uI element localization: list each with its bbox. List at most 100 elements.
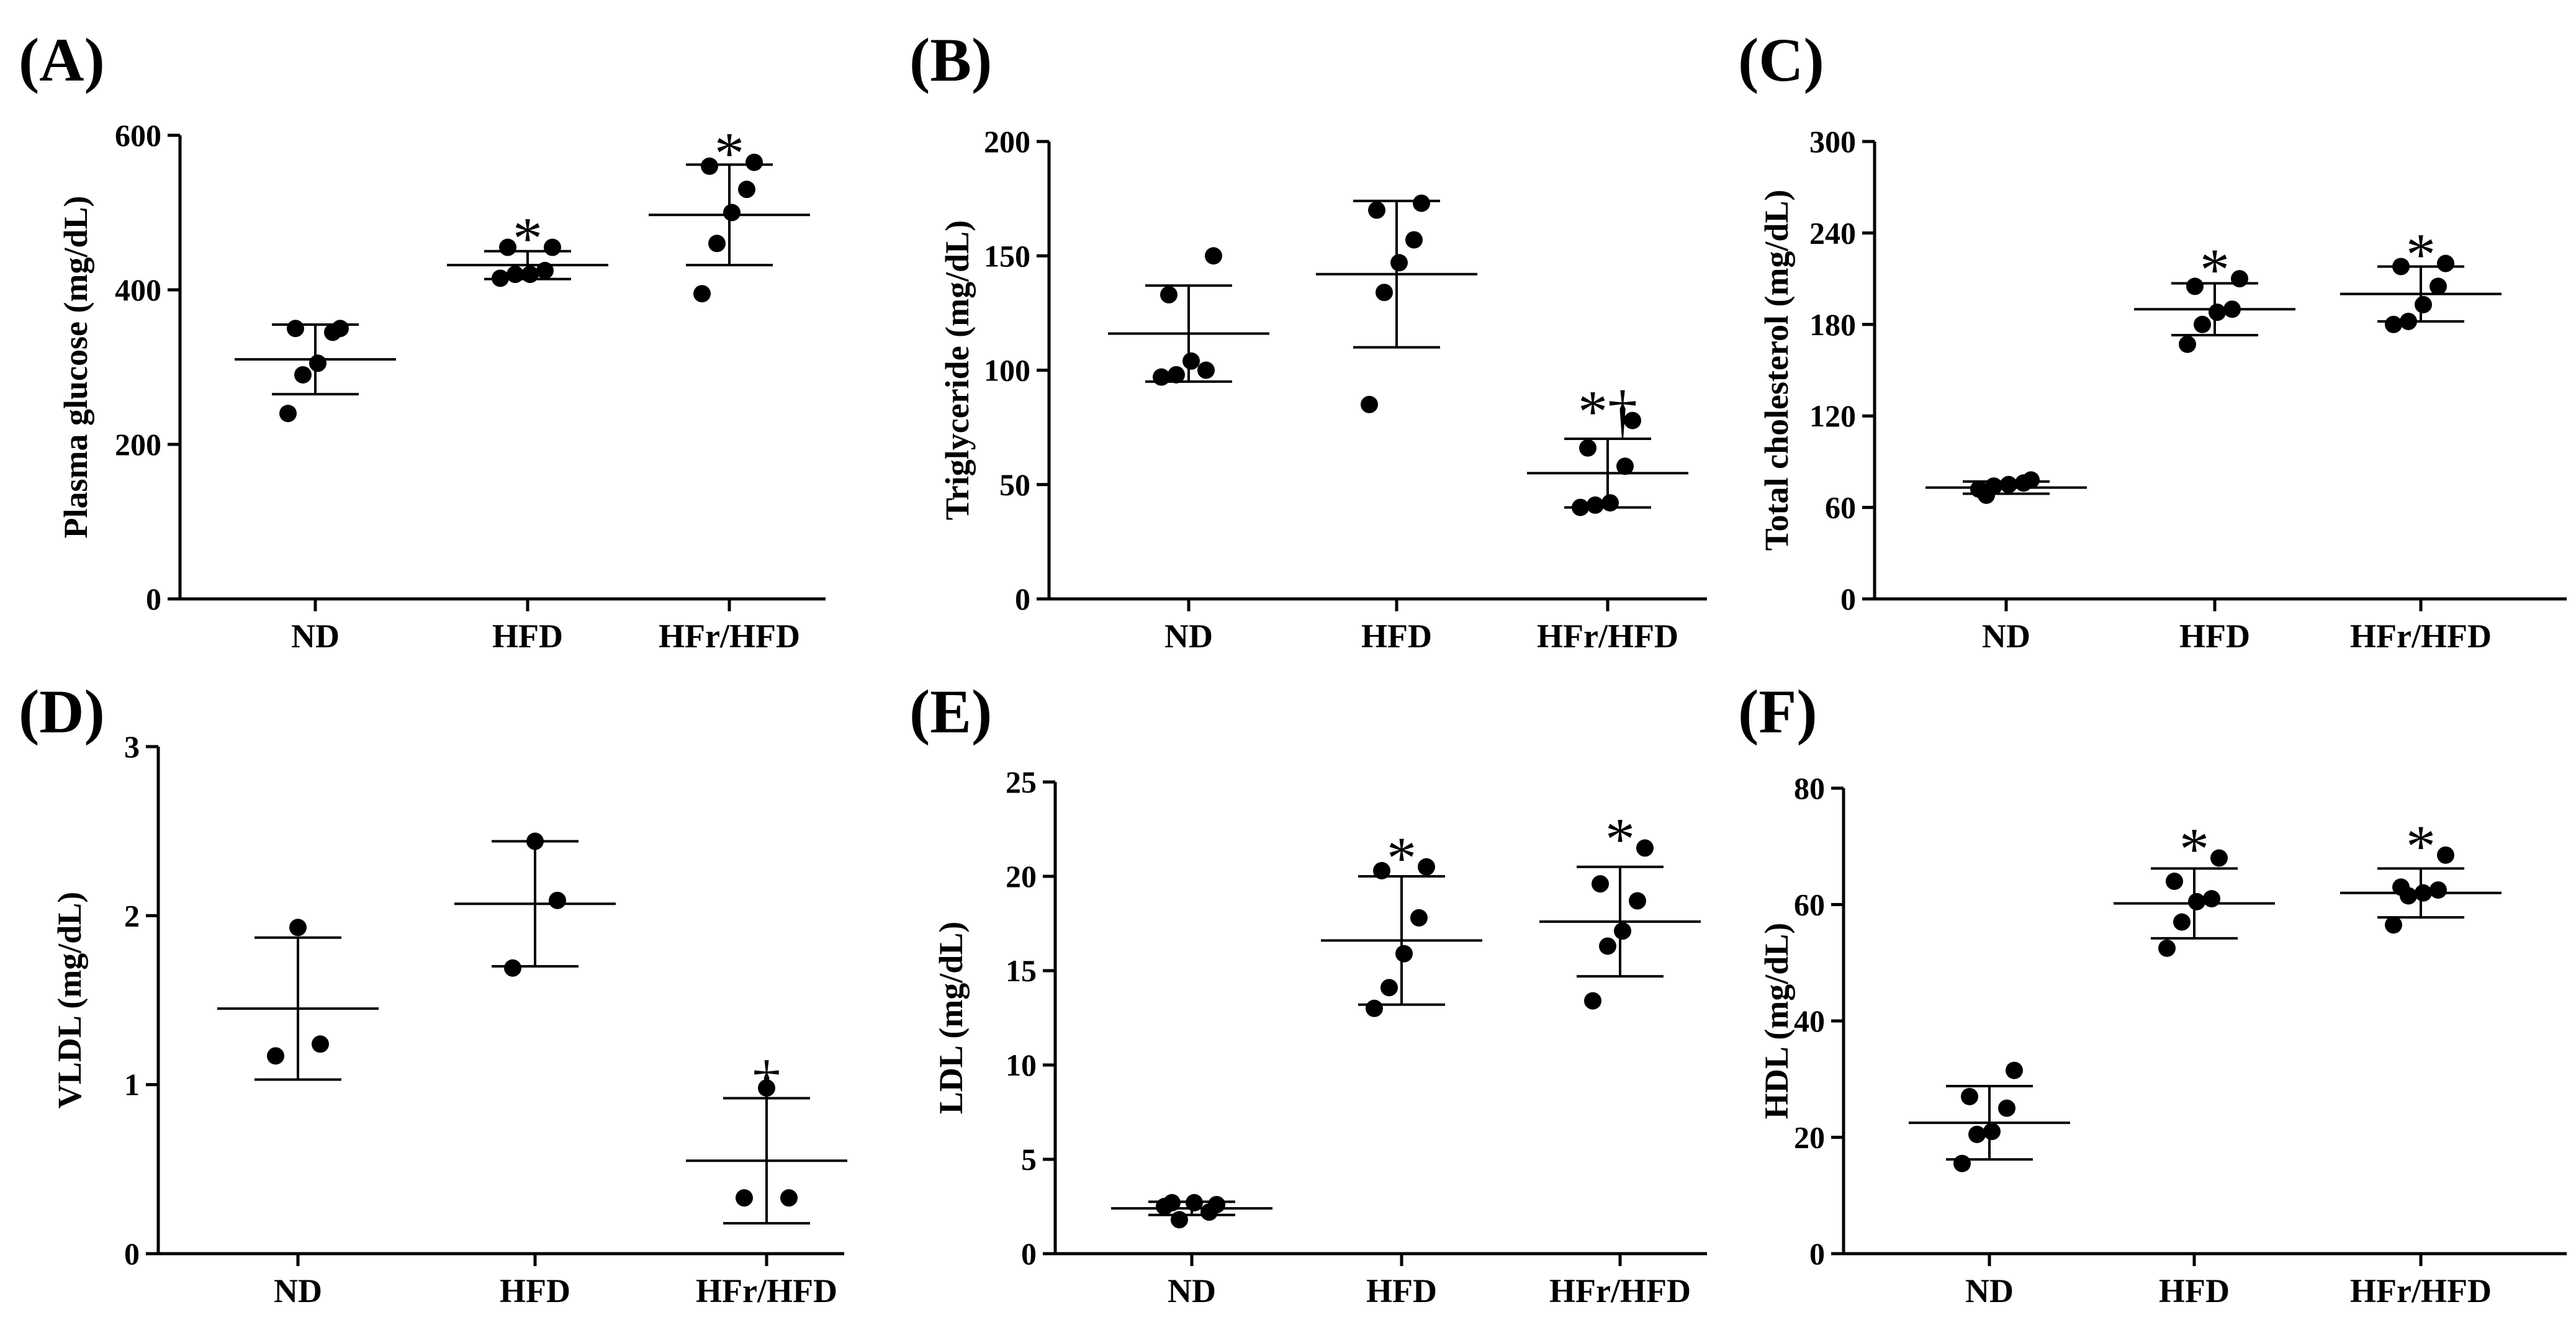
x-category-label: HFD [500, 1272, 570, 1310]
data-point [1395, 945, 1413, 963]
y-tick-label: 5 [1021, 1142, 1037, 1177]
x-category-label: HFr/HFD [2350, 1272, 2492, 1310]
data-point [1205, 247, 1222, 265]
y-tick-label: 300 [1809, 124, 1856, 159]
y-tick-label: 0 [146, 582, 161, 616]
y-tick-label: 60 [1825, 490, 1856, 525]
data-point [1579, 439, 1596, 457]
data-point [2415, 884, 2432, 902]
data-point [2209, 303, 2226, 321]
x-category-label: HFr/HFD [696, 1272, 837, 1310]
y-axis-title: LDL (mg/dL) [932, 922, 970, 1115]
x-category-label: ND [274, 1272, 322, 1310]
data-point [1572, 498, 1589, 516]
y-tick-label: 20 [1794, 1120, 1825, 1155]
data-point [2006, 1061, 2023, 1079]
data-point [745, 153, 763, 171]
data-point [504, 959, 521, 977]
data-point [2188, 892, 2205, 910]
y-tick-label: 400 [115, 272, 161, 307]
panel-label: (B) [909, 25, 992, 94]
x-category-label: HFD [1361, 618, 1432, 655]
data-point [526, 832, 544, 850]
data-point [2158, 939, 2176, 957]
y-tick-label: 100 [984, 353, 1030, 388]
y-tick-label: 600 [115, 118, 161, 153]
data-point [1405, 231, 1423, 249]
y-tick-label: 0 [124, 1236, 140, 1271]
significance-marker: † [753, 1050, 781, 1112]
panel-a: (A) Plasma glucose (mg/dL) 0 200 400 600 ND HFD… [19, 25, 826, 655]
data-point [1978, 486, 1995, 504]
y-tick-label: 200 [984, 124, 1030, 159]
y-tick-label: 1 [124, 1067, 140, 1102]
significance-marker: * [1605, 806, 1635, 872]
data-point [1171, 1211, 1188, 1229]
data-point [499, 238, 516, 256]
data-point [1168, 366, 1185, 384]
data-point [1366, 999, 1383, 1017]
data-point [2223, 300, 2241, 318]
data-point [1983, 1123, 2001, 1141]
y-axis-title: Plasma glucose (mg/dL) [57, 196, 94, 539]
significance-marker: * [1387, 825, 1416, 891]
panel-d: (D) VLDL (mg/dL) 0 1 2 3 ND HFD HFr/HFD † [19, 677, 847, 1310]
data-point [1390, 254, 1408, 272]
x-category-label: ND [1965, 1272, 2014, 1310]
y-tick-label: 3 [124, 729, 140, 764]
data-point [1197, 361, 1215, 379]
data-point [2437, 846, 2454, 864]
data-point [723, 204, 741, 222]
y-tick-label: 240 [1809, 215, 1856, 250]
data-point [1953, 1154, 1971, 1172]
data-point [2392, 258, 2410, 276]
data-point [2210, 849, 2228, 867]
data-point [2194, 315, 2211, 333]
data-point [507, 266, 524, 284]
data-point [701, 157, 718, 175]
data-point [1601, 494, 1619, 512]
data-point [1968, 1125, 1986, 1143]
data-point [1629, 892, 1646, 910]
data-point [758, 1079, 775, 1097]
data-point [289, 919, 307, 937]
data-point [1584, 992, 1601, 1010]
data-point [1373, 861, 1390, 879]
data-point [1182, 352, 1200, 370]
data-point [2430, 277, 2447, 295]
data-point [287, 320, 304, 338]
x-category-label: ND [1168, 1272, 1216, 1310]
data-point [2400, 312, 2417, 330]
y-tick-label: 0 [1015, 582, 1030, 616]
panel-f: (F) HDL (mg/dL) 0 20 40 60 80 ND HFD * HFr/HFD * [1738, 677, 2567, 1310]
x-category-label: HFD [2179, 618, 2250, 655]
data-point [2179, 335, 2196, 353]
significance-marker: * [2179, 816, 2209, 883]
data-point [2166, 873, 2183, 890]
y-axis-title: VLDL (mg/dL) [51, 892, 88, 1109]
significance-marker: * [2200, 236, 2230, 303]
y-tick-label: 50 [999, 467, 1030, 502]
data-point [2385, 315, 2402, 333]
panel-label: (F) [1738, 677, 1817, 746]
y-tick-label: 25 [1006, 765, 1037, 799]
data-point [544, 238, 561, 256]
data-point [1380, 979, 1398, 997]
data-point [2415, 295, 2432, 313]
x-category-label: ND [1164, 618, 1213, 655]
data-point [309, 354, 327, 372]
panel-label: (C) [1738, 25, 1824, 94]
x-category-label: HFD [1366, 1272, 1437, 1310]
y-axis-title: HDL (mg/dL) [1758, 923, 1795, 1120]
panel-b: (B) Triglyceride (mg/dL) 0 50 100 150 200 ND HFD… [909, 25, 1707, 655]
data-point [1961, 1087, 1978, 1105]
panel-c: (C) Total cholesterol (mg/dL) 0 60 120 180 240… [1738, 25, 2567, 655]
y-tick-label: 15 [1006, 953, 1037, 988]
panel-label: (E) [909, 677, 992, 746]
data-point [1376, 284, 1393, 302]
data-point [267, 1047, 284, 1065]
y-tick-label: 60 [1794, 887, 1825, 922]
data-point [492, 269, 509, 287]
data-point [1153, 368, 1170, 386]
x-category-label: HFD [492, 618, 563, 655]
